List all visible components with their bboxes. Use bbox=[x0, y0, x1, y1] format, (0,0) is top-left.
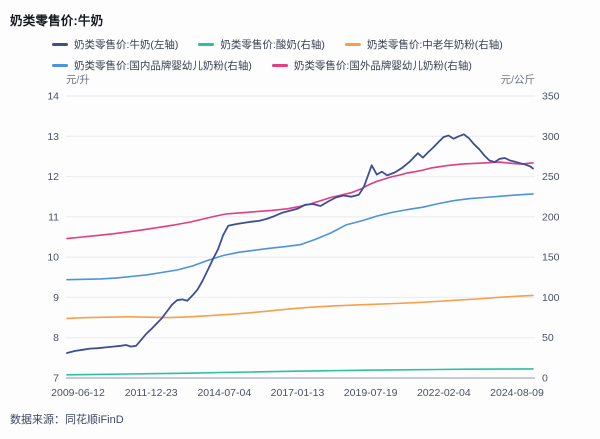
left-axis-tick-label: 12 bbox=[47, 171, 59, 183]
left-axis-tick-label: 10 bbox=[47, 252, 59, 264]
x-axis-tick-label: 2019-07-19 bbox=[344, 387, 398, 399]
right-axis-tick-label: 350 bbox=[542, 91, 560, 103]
chart-title: 奶类零售价:牛奶 bbox=[10, 14, 104, 28]
right-axis-tick-label: 0 bbox=[542, 373, 548, 385]
series-line-4 bbox=[66, 161, 534, 240]
legend-swatch bbox=[271, 64, 288, 67]
legend-label: 奶类零售价:中老年奶粉(右轴) bbox=[366, 39, 503, 51]
legend-item-2[interactable]: 奶类零售价:中老年奶粉(右轴) bbox=[344, 37, 503, 52]
series-line-2 bbox=[66, 294, 534, 320]
legend-swatch bbox=[198, 43, 215, 46]
right-axis-tick-label: 300 bbox=[542, 131, 560, 143]
legend-item-1[interactable]: 奶类零售价:酸奶(右轴) bbox=[198, 37, 325, 52]
legend-label: 奶类零售价:国内品牌婴幼儿奶粉(右轴) bbox=[74, 60, 252, 72]
left-axis-tick-label: 8 bbox=[53, 332, 59, 344]
legend-swatch bbox=[344, 43, 361, 46]
left-axis-tick-label: 13 bbox=[47, 131, 59, 143]
right-axis-tick-label: 200 bbox=[542, 211, 560, 223]
right-axis-tick-label: 250 bbox=[542, 171, 560, 183]
x-axis-tick-label: 2011-12-23 bbox=[125, 387, 178, 399]
series-line-3 bbox=[66, 193, 534, 281]
legend-row: 奶类零售价:国内品牌婴幼儿奶粉(右轴) 奶类零售价:国外品牌婴幼儿奶粉(右轴) bbox=[52, 58, 597, 73]
left-axis-unit: 元/升 bbox=[66, 74, 90, 86]
x-axis-tick-label: 2017-01-13 bbox=[271, 387, 325, 399]
series-line-1 bbox=[66, 368, 534, 376]
legend-swatch bbox=[52, 64, 68, 67]
legend-item-0[interactable]: 奶类零售价:牛奶(左轴) bbox=[52, 37, 178, 52]
left-axis-tick-label: 9 bbox=[53, 292, 59, 304]
x-axis-tick-label: 2009-06-12 bbox=[51, 387, 105, 399]
legend-item-4[interactable]: 奶类零售价:国外品牌婴幼儿奶粉(右轴) bbox=[271, 58, 472, 73]
right-axis-tick-label: 50 bbox=[542, 332, 554, 344]
left-axis-tick-label: 7 bbox=[53, 373, 59, 385]
data-source-label: 数据来源：同花顺iFinD bbox=[10, 414, 124, 426]
legend-item-3[interactable]: 奶类零售价:国内品牌婴幼儿奶粉(右轴) bbox=[52, 58, 252, 73]
x-axis-tick-label: 2024-08-09 bbox=[490, 387, 544, 399]
x-axis-tick-label: 2014-07-04 bbox=[197, 387, 251, 399]
right-axis-unit: 元/公斤 bbox=[501, 74, 535, 86]
right-axis-tick-label: 150 bbox=[542, 252, 560, 264]
legend-row: 奶类零售价:牛奶(左轴) 奶类零售价:酸奶(右轴) 奶类零售价:中老年奶粉(右轴) bbox=[52, 37, 597, 52]
chart-legend: 奶类零售价:牛奶(左轴) 奶类零售价:酸奶(右轴) 奶类零售价:中老年奶粉(右轴) 奶… bbox=[52, 37, 597, 79]
series-line-0 bbox=[66, 133, 534, 354]
legend-label: 奶类零售价:国外品牌婴幼儿奶粉(右轴) bbox=[293, 60, 472, 72]
legend-label: 奶类零售价:酸奶(右轴) bbox=[220, 39, 325, 51]
left-axis-tick-label: 11 bbox=[48, 211, 59, 223]
right-axis-tick-label: 100 bbox=[542, 292, 560, 304]
x-axis-tick-label: 2022-02-04 bbox=[417, 387, 471, 399]
legend-swatch bbox=[52, 43, 68, 46]
left-axis-tick-label: 14 bbox=[47, 91, 59, 103]
legend-label: 奶类零售价:牛奶(左轴) bbox=[74, 39, 179, 51]
